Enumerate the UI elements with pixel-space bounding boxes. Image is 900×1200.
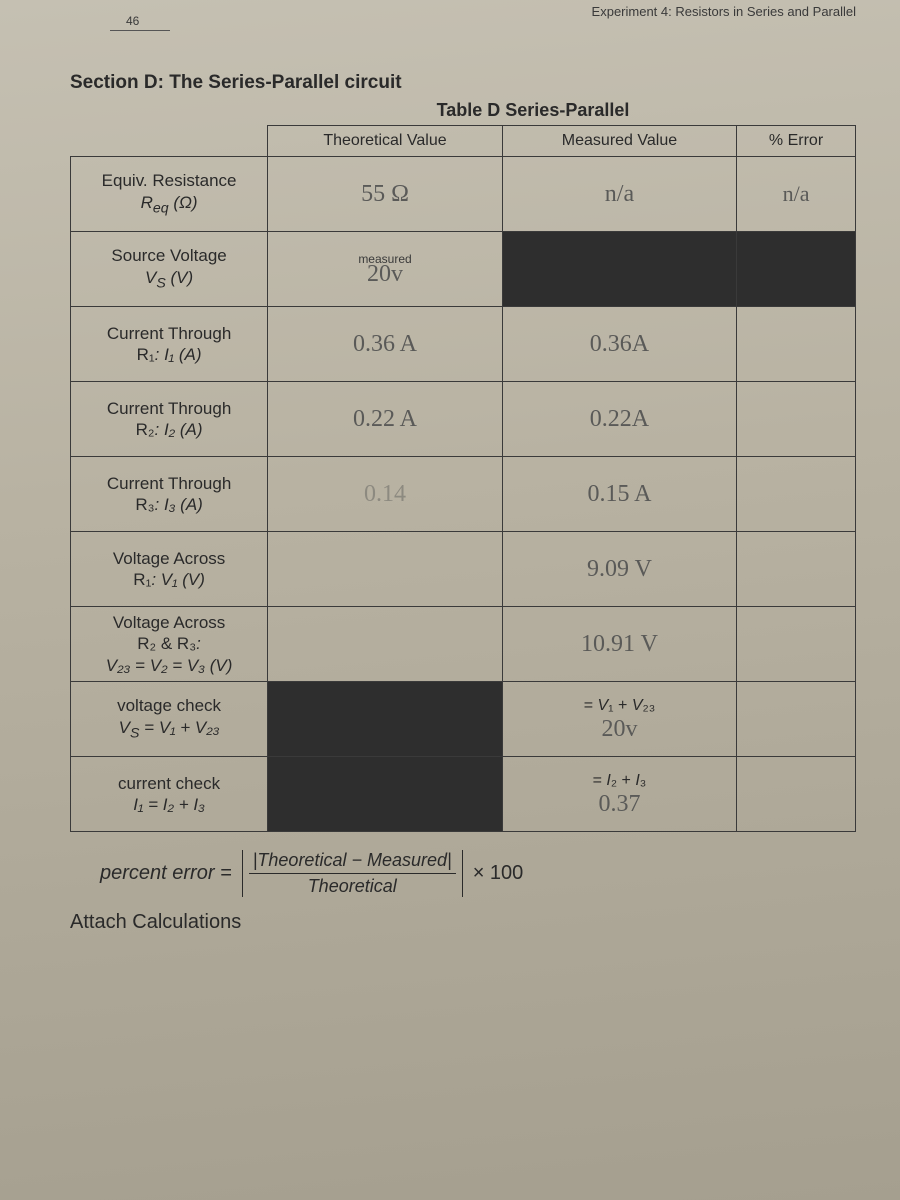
page-number: 46: [126, 14, 139, 28]
vcheck-meas-val: 20v: [601, 717, 637, 741]
i1-measured: 0.36A: [502, 307, 736, 382]
label-i1-sub: R₁: I₁ (A): [77, 344, 261, 365]
row-vs: Source Voltage VS (V) measured 20v: [71, 232, 856, 307]
label-i1: Current Through R₁: I₁ (A): [71, 307, 268, 382]
i3-measured: 0.15 A: [502, 457, 736, 532]
label-i3-main: Current Through: [77, 473, 261, 494]
i1-theo-val: 0.36 A: [353, 331, 417, 357]
i1-meas-val: 0.36A: [590, 331, 649, 357]
i3-theo-val: 0.14: [364, 481, 406, 507]
label-icheck-main: current check: [77, 773, 261, 794]
vs-measured-blackout: [502, 232, 736, 307]
label-vs-sub: VS (V): [77, 267, 261, 293]
formula-num: |Theoretical − Measured|: [249, 850, 456, 874]
req-theo-val: 55 Ω: [361, 181, 409, 207]
icheck-printed: = I₂ + I₃: [593, 772, 647, 790]
req-measured: n/a: [502, 157, 736, 232]
label-vcheck: voltage check VS = V₁ + V₂₃: [71, 682, 268, 757]
col-theoretical: Theoretical Value: [268, 126, 503, 157]
formula-den: Theoretical: [304, 874, 401, 897]
icheck-theoretical-blackout: [268, 757, 503, 832]
req-meas-val: n/a: [605, 181, 634, 207]
icheck-meas-val: 0.37: [598, 792, 640, 816]
label-req: Equiv. Resistance Req (Ω): [71, 157, 268, 232]
i2-error: [737, 382, 856, 457]
i1-error: [737, 307, 856, 382]
req-error: n/a: [737, 157, 856, 232]
label-req-sub: Req (Ω): [77, 192, 261, 218]
v1-measured: 9.09 V: [502, 532, 736, 607]
percent-error-formula: percent error = |Theoretical − Measured|…: [70, 850, 856, 897]
corner-cell: [71, 126, 268, 157]
v1-meas-val: 9.09 V: [587, 556, 652, 582]
formula-rhs: × 100: [473, 862, 524, 885]
row-vcheck: voltage check VS = V₁ + V₂₃ = V₁ + V₂₃ 2…: [71, 682, 856, 757]
label-i2-main: Current Through: [77, 398, 261, 419]
row-v23: Voltage Across R₂ & R₃: V₂₃ = V₂ = V₃ (V…: [71, 607, 856, 682]
i2-meas-val: 0.22A: [590, 406, 649, 432]
v1-theoretical: [268, 532, 503, 607]
label-i2: Current Through R₂: I₂ (A): [71, 382, 268, 457]
label-vcheck-sub: VS = V₁ + V₂₃: [77, 717, 261, 743]
icheck-measured: = I₂ + I₃ 0.37: [502, 757, 736, 832]
row-i2: Current Through R₂: I₂ (A) 0.22 A 0.22A: [71, 382, 856, 457]
label-i1-main: Current Through: [77, 323, 261, 344]
vcheck-measured: = V₁ + V₂₃ 20v: [502, 682, 736, 757]
i2-theoretical: 0.22 A: [268, 382, 503, 457]
row-i3: Current Through R₃: I₃ (A) 0.14 0.15 A: [71, 457, 856, 532]
i3-error: [737, 457, 856, 532]
vs-theo-val: 20v: [367, 261, 403, 287]
i2-theo-val: 0.22 A: [353, 406, 417, 432]
row-icheck: current check I₁ = I₂ + I₃ = I₂ + I₃ 0.3…: [71, 757, 856, 832]
req-err-val: n/a: [783, 181, 810, 206]
formula-lhs: percent error =: [100, 862, 232, 885]
row-v1: Voltage Across R₁: V₁ (V) 9.09 V: [71, 532, 856, 607]
icheck-error: [737, 757, 856, 832]
label-req-main: Equiv. Resistance: [77, 170, 261, 191]
label-i3-sub: R₃: I₃ (A): [77, 494, 261, 515]
v23-theoretical: [268, 607, 503, 682]
label-v1-main: Voltage Across: [77, 548, 261, 569]
row-req: Equiv. Resistance Req (Ω) 55 Ω n/a n/a: [71, 157, 856, 232]
label-v23-sub1: R₂ & R₃:: [77, 633, 261, 654]
label-vcheck-main: voltage check: [77, 695, 261, 716]
label-v1-sub: R₁: V₁ (V): [77, 569, 261, 590]
label-v23: Voltage Across R₂ & R₃: V₂₃ = V₂ = V₃ (V…: [71, 607, 268, 682]
label-v1: Voltage Across R₁: V₁ (V): [71, 532, 268, 607]
data-table: Theoretical Value Measured Value % Error…: [70, 125, 856, 832]
row-i1: Current Through R₁: I₁ (A) 0.36 A 0.36A: [71, 307, 856, 382]
vs-theoretical: measured 20v: [268, 232, 503, 307]
page-number-underline: [110, 30, 170, 31]
v23-meas-val: 10.91 V: [581, 631, 658, 657]
label-icheck: current check I₁ = I₂ + I₃: [71, 757, 268, 832]
v1-error: [737, 532, 856, 607]
experiment-header: Experiment 4: Resistors in Series and Pa…: [592, 4, 856, 19]
col-measured: Measured Value: [502, 126, 736, 157]
i1-theoretical: 0.36 A: [268, 307, 503, 382]
label-vs: Source Voltage VS (V): [71, 232, 268, 307]
vcheck-printed: = V₁ + V₂₃: [584, 697, 656, 715]
col-error: % Error: [737, 126, 856, 157]
attach-calculations: Attach Calculations: [70, 911, 856, 934]
header-row: Theoretical Value Measured Value % Error: [71, 126, 856, 157]
label-i3: Current Through R₃: I₃ (A): [71, 457, 268, 532]
label-v23-sub2: V₂₃ = V₂ = V₃ (V): [77, 655, 261, 676]
worksheet-page: Experiment 4: Resistors in Series and Pa…: [0, 0, 900, 1200]
i3-meas-val: 0.15 A: [587, 481, 651, 507]
v23-measured: 10.91 V: [502, 607, 736, 682]
vs-error-blackout: [737, 232, 856, 307]
section-title: Section D: The Series-Parallel circuit: [70, 72, 856, 94]
i2-measured: 0.22A: [502, 382, 736, 457]
vcheck-error: [737, 682, 856, 757]
v23-error: [737, 607, 856, 682]
label-i2-sub: R₂: I₂ (A): [77, 419, 261, 440]
label-vs-main: Source Voltage: [77, 245, 261, 266]
table-title: Table D Series-Parallel: [70, 100, 856, 121]
formula-fraction: |Theoretical − Measured| Theoretical: [242, 850, 463, 897]
label-icheck-sub: I₁ = I₂ + I₃: [77, 794, 261, 815]
label-v23-main: Voltage Across: [77, 612, 261, 633]
i3-theoretical: 0.14: [268, 457, 503, 532]
vcheck-theoretical-blackout: [268, 682, 503, 757]
req-theoretical: 55 Ω: [268, 157, 503, 232]
